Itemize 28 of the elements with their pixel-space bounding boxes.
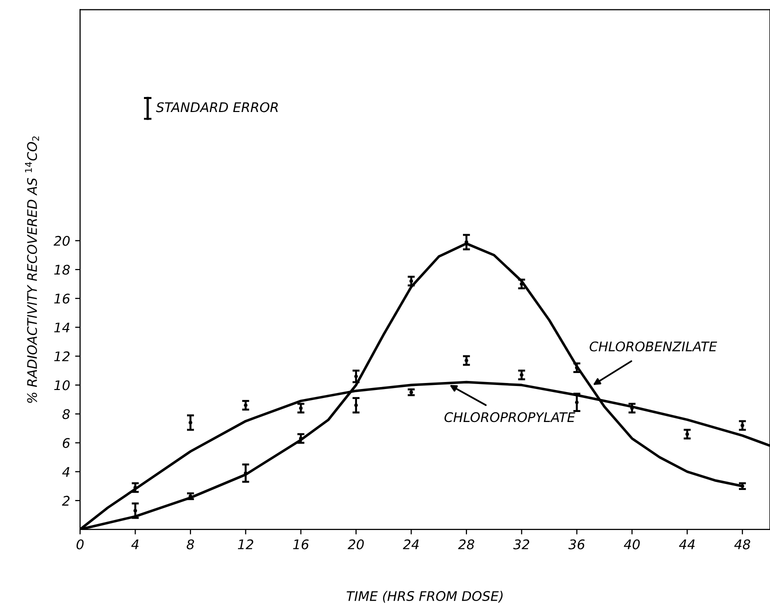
x-tick-label: 12 bbox=[238, 539, 254, 550]
y-tick-label: 4 bbox=[62, 467, 70, 477]
annotation: CHLOROBENZILATE bbox=[590, 341, 718, 352]
y-tick-label: 20 bbox=[54, 236, 70, 246]
y-tick-label: 14 bbox=[54, 322, 70, 332]
y-tick-label: 18 bbox=[54, 264, 70, 275]
y-tick-label: 6 bbox=[62, 438, 70, 448]
x-tick-label: 40 bbox=[624, 539, 640, 550]
y-tick-label: 8 bbox=[62, 409, 70, 420]
x-tick-label: 16 bbox=[293, 539, 309, 550]
x-tick-label: 48 bbox=[734, 539, 750, 550]
x-tick-label: 36 bbox=[568, 539, 585, 550]
annotation: CHLOROPROPYLATE bbox=[444, 412, 576, 422]
x-tick-label: 8 bbox=[186, 539, 194, 550]
x-tick-label: 0 bbox=[76, 539, 84, 550]
x-tick-label: 4 bbox=[131, 540, 139, 550]
x-axis-title: TIME (HRS FROM DOSE) bbox=[346, 590, 503, 603]
x-tick-label: 44 bbox=[679, 540, 695, 550]
y-tick-label: 12 bbox=[54, 351, 70, 362]
y-tick-label: 16 bbox=[54, 294, 70, 304]
y-tick-label: 10 bbox=[54, 380, 70, 390]
x-tick-label: 20 bbox=[348, 539, 364, 550]
y-axis-title: % RADIOACTIVITY RECOVERED AS $^{14}$CO$_{2}$ bbox=[25, 136, 40, 403]
y-tick-label: 2 bbox=[62, 496, 70, 506]
x-tick-label: 28 bbox=[458, 539, 474, 550]
x-tick-label: 24 bbox=[402, 539, 419, 550]
annotation: STANDARD ERROR bbox=[156, 102, 278, 112]
x-tick-label: 32 bbox=[513, 539, 530, 550]
